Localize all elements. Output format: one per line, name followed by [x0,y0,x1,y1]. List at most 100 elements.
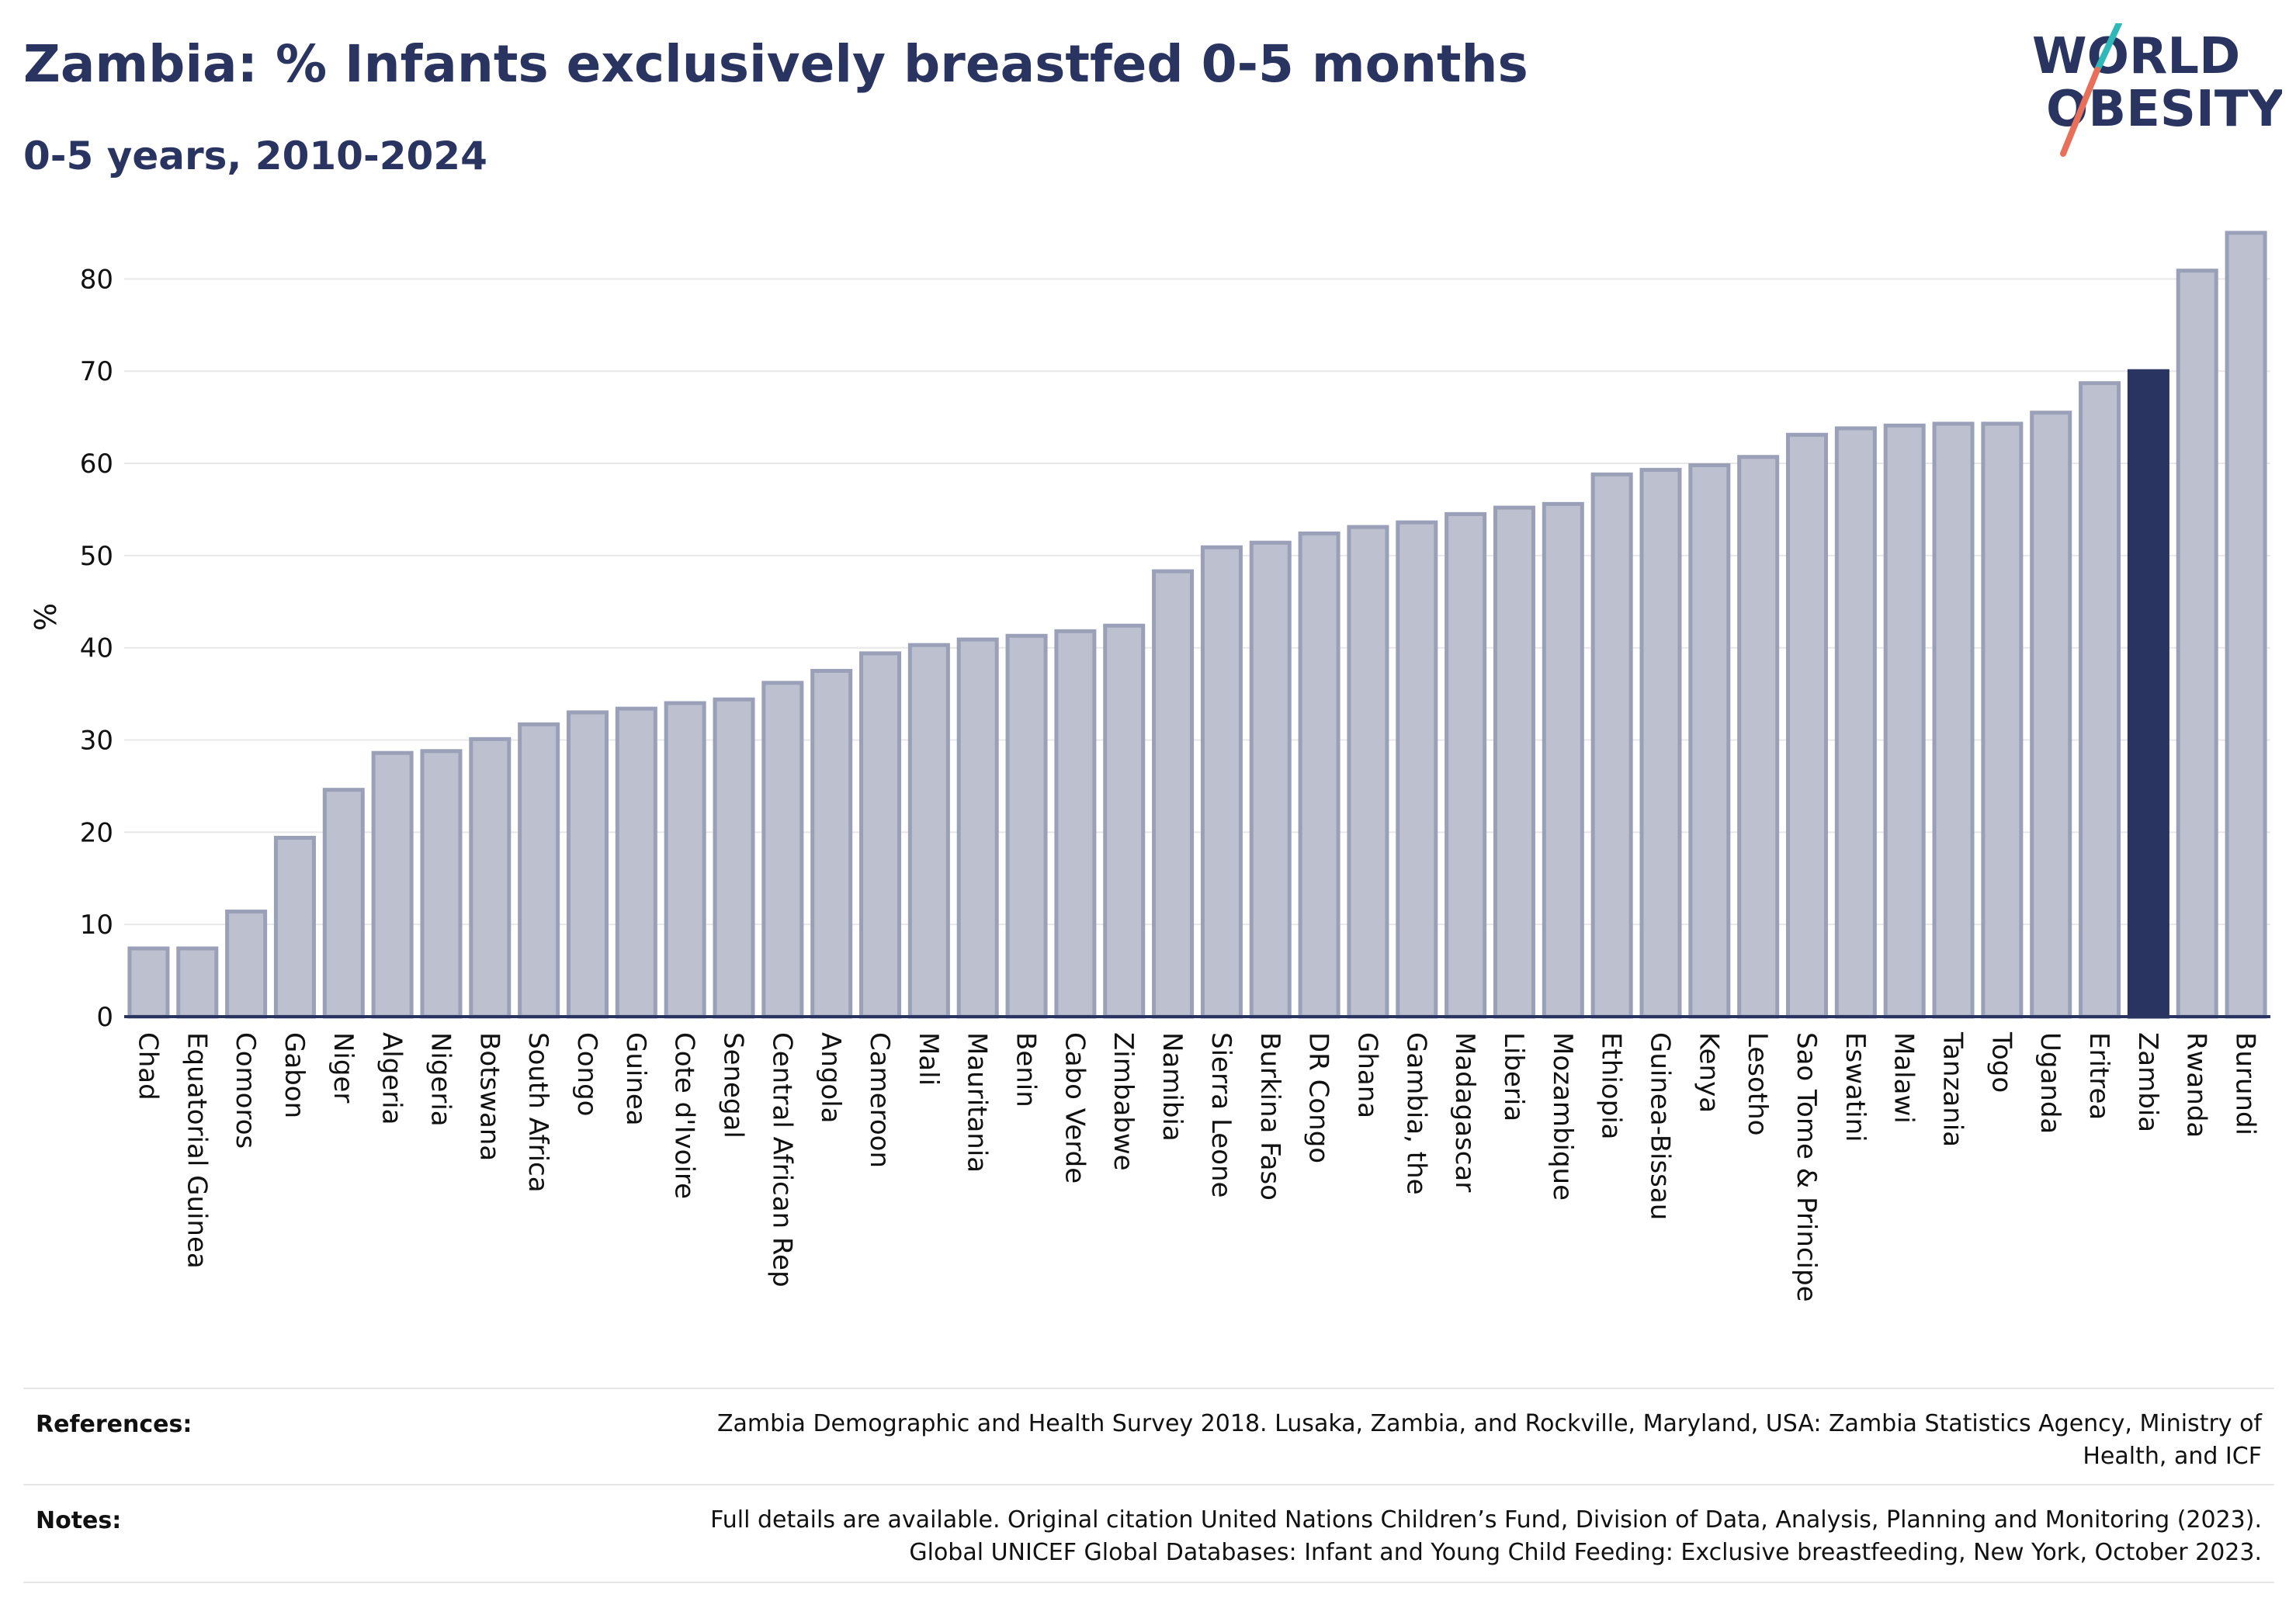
x-tick-label: Benin [1011,1032,1042,1107]
bar-madagascar [1445,511,1487,1019]
bar-lesotho [1737,455,1780,1019]
x-tick-label: Gabon [279,1032,310,1118]
bar-central-african-rep [761,681,804,1019]
bar-guinea-bissau [1639,467,1682,1019]
y-tick-label: 70 [80,356,113,387]
bar-uganda [2030,411,2072,1019]
x-tick-label: Mali [913,1032,944,1086]
bar-eritrea [2079,381,2121,1019]
x-tick-label: Guinea-Bissau [1644,1032,1675,1220]
x-tick-label: Sierra Leone [1205,1032,1236,1197]
x-tick-label: Zambia [2132,1032,2163,1132]
x-tick-label: DR Congo [1303,1032,1334,1163]
x-tick-label: Ethiopia [1596,1032,1627,1139]
x-tick-label: Malawi [1888,1032,1920,1124]
references-row: References: Zambia Demographic and Healt… [23,1388,2274,1485]
bar-tanzania [1932,421,1975,1019]
x-tick-label: Niger [328,1032,359,1103]
x-tick-label: Congo [571,1032,602,1116]
x-tick-label: Uganda [2034,1032,2065,1134]
world-obesity-logo: WORLD OBESITY [2032,23,2282,157]
x-tick-label: Cameroon [864,1032,895,1168]
bar-dr-congo [1298,531,1340,1019]
bar-cameroon [859,651,902,1019]
x-tick-label: Ghana [1351,1032,1382,1118]
bar-guinea [615,706,657,1019]
bar-mauritania [956,637,999,1019]
x-tick-label: Guinea [620,1032,651,1126]
x-tick-label: Central African Rep [766,1032,797,1288]
bar-mali [907,643,950,1019]
x-tick-label: Cabo Verde [1059,1032,1090,1184]
x-tick-label: Algeria [376,1032,408,1125]
x-tick-label: Comoros [230,1032,261,1149]
x-tick-label: Mauritania [962,1032,993,1173]
logo-line2: OBESITY [2046,81,2282,138]
x-tick-label: Rwanda [2181,1032,2212,1138]
bar-zimbabwe [1103,623,1146,1019]
bar-nigeria [420,749,463,1019]
x-tick-label: Madagascar [1449,1032,1480,1192]
y-tick-label: 30 [80,726,113,757]
bar-sierra-leone [1200,545,1243,1019]
x-tick-label: Senegal [718,1032,749,1139]
x-tick-label: South Africa [522,1032,553,1193]
bar-gabon [273,835,316,1019]
bar-cote-d-ivoire [664,701,706,1019]
logo-slash-coral [2060,67,2100,157]
x-tick-label: Chad [132,1032,163,1100]
x-tick-label: Tanzania [1937,1031,1968,1147]
bar-ethiopia [1590,472,1633,1019]
bar-gambia-the [1396,520,1438,1019]
chart-subtitle: 0-5 years, 2010-2024 [23,133,487,178]
x-tick-label: Cote d'Ivoire [669,1032,700,1199]
logo-slash-teal [2094,23,2122,73]
x-tick-label: Equatorial Guinea [181,1032,212,1269]
bar-botswana [469,736,512,1019]
bar-burundi [2225,230,2267,1019]
bar-togo [1981,421,2024,1019]
y-tick-label: 50 [80,541,113,572]
bar-namibia [1152,569,1195,1019]
x-tick-label: Burundi [2230,1032,2261,1135]
bar-malawi [1883,423,1926,1019]
x-tick-label: Angola [815,1032,846,1123]
x-tick-label: Zimbabwe [1108,1032,1139,1171]
x-tick-label: Namibia [1157,1032,1188,1142]
axes: 0 10 20 30 40 50 60 70 80 [80,264,2270,1033]
bar-mozambique [1542,501,1584,1019]
bar-rwanda [2176,269,2218,1019]
x-tick-label: Kenya [1693,1032,1724,1113]
bar-comoros [225,910,268,1019]
x-tick-label: Eritrea [2083,1032,2114,1120]
y-tick-label: 80 [80,264,113,295]
bar-zambia [2127,369,2169,1019]
x-tick-label: Mozambique [1547,1032,1578,1201]
bar-eswatini [1834,426,1877,1019]
references-text: Zambia Demographic and Health Survey 201… [717,1410,2262,1470]
bar-liberia [1493,505,1535,1019]
x-tick-label: Togo [1986,1031,2017,1093]
x-tick-label: Gambia, the [1400,1032,1431,1195]
notes-label: Notes: [36,1507,122,1534]
bars [127,230,2267,1019]
category-labels: Chad Equatorial Guinea Comoros Gabon Niger Al… [132,1031,2260,1302]
x-tick-label: Eswatini [1840,1032,1871,1142]
bar-niger [322,788,365,1019]
bar-cabo-verde [1054,629,1097,1019]
bar-kenya [1688,463,1731,1019]
x-tick-label: Sao Tome & Principe [1791,1032,1822,1302]
bar-chad [127,946,170,1019]
bar-sao-tome-principe [1786,432,1829,1019]
chart-title: Zambia: % Infants exclusively breastfed … [23,34,1528,94]
bar-south-africa [518,722,560,1019]
bar-angola [810,668,853,1019]
bar-burkina-faso [1249,540,1292,1019]
notes-text: Full details are available. Original cit… [710,1506,2262,1566]
bar-equatorial-guinea [176,946,219,1019]
bar-benin [1005,633,1048,1019]
x-tick-label: Nigeria [425,1032,456,1127]
y-tick-label: 0 [96,1002,113,1033]
y-axis-label: % [29,603,63,631]
